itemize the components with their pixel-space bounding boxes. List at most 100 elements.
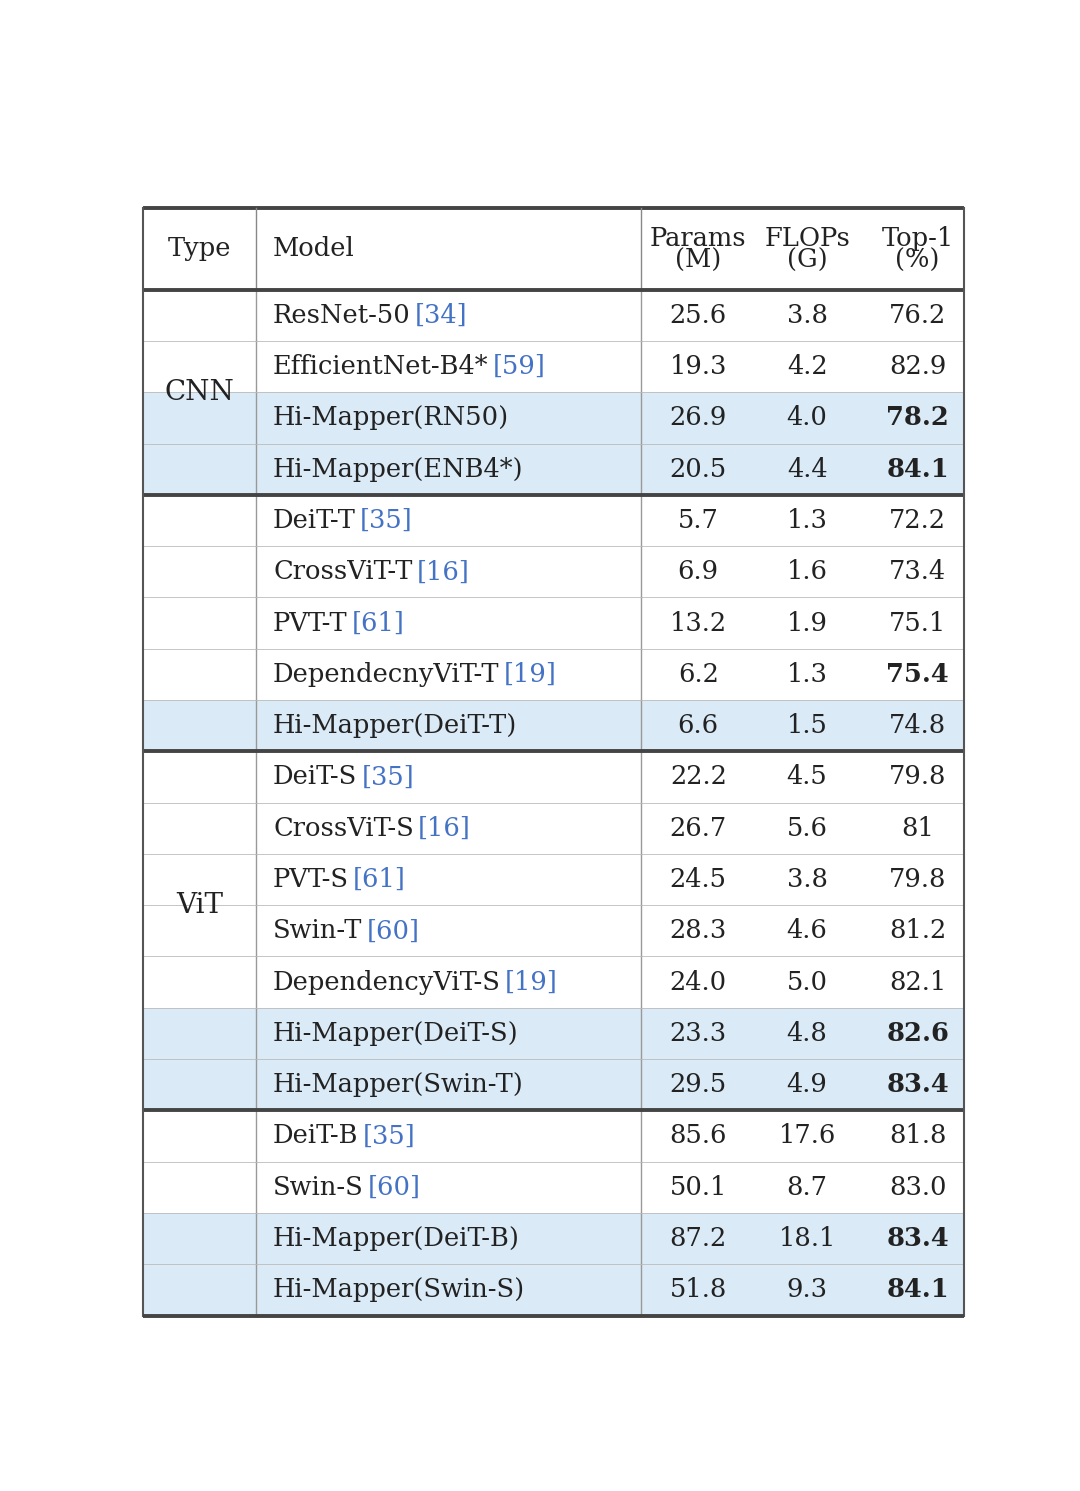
Text: 75.4: 75.4 (887, 662, 949, 687)
Text: DependencyViT-S: DependencyViT-S (273, 969, 501, 994)
Text: Hi-Mapper(RN50): Hi-Mapper(RN50) (273, 406, 510, 431)
Text: 18.1: 18.1 (779, 1226, 836, 1251)
Text: 6.9: 6.9 (678, 559, 719, 584)
Text: [60]: [60] (368, 1175, 421, 1200)
Text: 5.6: 5.6 (786, 816, 827, 841)
Text: 76.2: 76.2 (889, 303, 946, 328)
Text: Hi-Mapper(DeiT-B): Hi-Mapper(DeiT-B) (273, 1226, 519, 1251)
Text: DeiT-S: DeiT-S (273, 765, 357, 789)
Text: 87.2: 87.2 (670, 1226, 727, 1251)
Text: PVT-S: PVT-S (273, 868, 349, 892)
Text: Hi-Mapper(Swin-T): Hi-Mapper(Swin-T) (273, 1072, 524, 1097)
Text: FLOPs: FLOPs (765, 227, 850, 252)
Text: PVT-T: PVT-T (273, 611, 348, 635)
Bar (144, 1059, 963, 1111)
Text: 17.6: 17.6 (779, 1124, 836, 1148)
Text: Top-1: Top-1 (881, 227, 954, 252)
Text: 79.8: 79.8 (889, 868, 946, 892)
Text: 81: 81 (901, 816, 934, 841)
Text: (%): (%) (895, 248, 940, 273)
Text: CrossViT-T: CrossViT-T (273, 559, 413, 584)
Text: 13.2: 13.2 (670, 611, 727, 635)
Text: 79.8: 79.8 (889, 765, 946, 789)
Text: 73.4: 73.4 (889, 559, 946, 584)
Text: 9.3: 9.3 (786, 1278, 827, 1302)
Text: 29.5: 29.5 (670, 1072, 727, 1097)
Text: 4.5: 4.5 (786, 765, 827, 789)
Text: 1.6: 1.6 (786, 559, 827, 584)
Text: DependecnyViT-T: DependecnyViT-T (273, 662, 500, 687)
Text: Type: Type (167, 236, 231, 261)
Text: 8.7: 8.7 (786, 1175, 827, 1200)
Text: CNN: CNN (164, 379, 234, 406)
Text: Hi-Mapper(Swin-S): Hi-Mapper(Swin-S) (273, 1278, 525, 1302)
Text: 4.4: 4.4 (787, 456, 827, 482)
Text: 82.9: 82.9 (889, 355, 946, 379)
Text: 1.9: 1.9 (786, 611, 827, 635)
Bar (144, 1264, 963, 1315)
Text: EfficientNet-B4*: EfficientNet-B4* (273, 355, 488, 379)
Text: 1.3: 1.3 (786, 508, 827, 532)
Text: [19]: [19] (505, 969, 558, 994)
Text: Hi-Mapper(ENB4*): Hi-Mapper(ENB4*) (273, 456, 524, 482)
Text: 83.4: 83.4 (887, 1226, 949, 1251)
Text: (G): (G) (787, 248, 827, 273)
Text: 6.6: 6.6 (678, 713, 719, 738)
Text: 26.9: 26.9 (670, 406, 727, 431)
Text: 1.3: 1.3 (786, 662, 827, 687)
Text: 26.7: 26.7 (670, 816, 727, 841)
Text: 78.2: 78.2 (887, 406, 949, 431)
Text: 28.3: 28.3 (670, 918, 727, 944)
Text: ViT: ViT (176, 892, 222, 918)
Text: Hi-Mapper(DeiT-S): Hi-Mapper(DeiT-S) (273, 1021, 518, 1045)
Text: [35]: [35] (362, 765, 414, 789)
Text: 20.5: 20.5 (670, 456, 727, 482)
Text: 82.6: 82.6 (887, 1021, 949, 1045)
Text: CrossViT-S: CrossViT-S (273, 816, 414, 841)
Text: 50.1: 50.1 (670, 1175, 727, 1200)
Text: 51.8: 51.8 (670, 1278, 727, 1302)
Text: [35]: [35] (360, 508, 413, 532)
Text: 74.8: 74.8 (889, 713, 946, 738)
Text: 84.1: 84.1 (887, 456, 949, 482)
Text: 1.5: 1.5 (786, 713, 827, 738)
Text: 4.2: 4.2 (787, 355, 827, 379)
Text: 25.6: 25.6 (670, 303, 727, 328)
Text: DeiT-T: DeiT-T (273, 508, 356, 532)
Text: [19]: [19] (503, 662, 556, 687)
Text: [34]: [34] (415, 303, 468, 328)
Text: Swin-S: Swin-S (273, 1175, 364, 1200)
Text: 4.6: 4.6 (786, 918, 827, 944)
Text: [61]: [61] (353, 868, 406, 892)
Text: 82.1: 82.1 (889, 969, 946, 994)
Text: [60]: [60] (366, 918, 419, 944)
Text: 4.9: 4.9 (786, 1072, 827, 1097)
Text: 5.0: 5.0 (786, 969, 827, 994)
Text: Params: Params (650, 227, 746, 252)
Bar (144, 1212, 963, 1264)
Text: 6.2: 6.2 (678, 662, 718, 687)
Text: [16]: [16] (417, 559, 470, 584)
Text: (M): (M) (675, 248, 721, 273)
Text: 72.2: 72.2 (889, 508, 946, 532)
Text: 3.8: 3.8 (786, 868, 827, 892)
Text: Model: Model (273, 236, 355, 261)
Text: Hi-Mapper(DeiT-T): Hi-Mapper(DeiT-T) (273, 713, 517, 738)
Text: 4.0: 4.0 (786, 406, 827, 431)
Text: 24.0: 24.0 (670, 969, 727, 994)
Bar (144, 392, 963, 443)
Text: 83.4: 83.4 (887, 1072, 949, 1097)
Text: 4.8: 4.8 (786, 1021, 827, 1045)
Text: 3.8: 3.8 (786, 303, 827, 328)
Text: 85.6: 85.6 (670, 1124, 727, 1148)
Text: 22.2: 22.2 (670, 765, 727, 789)
Text: DeiT-B: DeiT-B (273, 1124, 359, 1148)
Text: 5.7: 5.7 (678, 508, 718, 532)
Text: 19.3: 19.3 (670, 355, 727, 379)
Text: [61]: [61] (352, 611, 405, 635)
Bar (144, 443, 963, 495)
Text: ResNet-50: ResNet-50 (273, 303, 410, 328)
Text: [16]: [16] (418, 816, 471, 841)
Text: 24.5: 24.5 (670, 868, 727, 892)
Text: 84.1: 84.1 (887, 1278, 949, 1302)
